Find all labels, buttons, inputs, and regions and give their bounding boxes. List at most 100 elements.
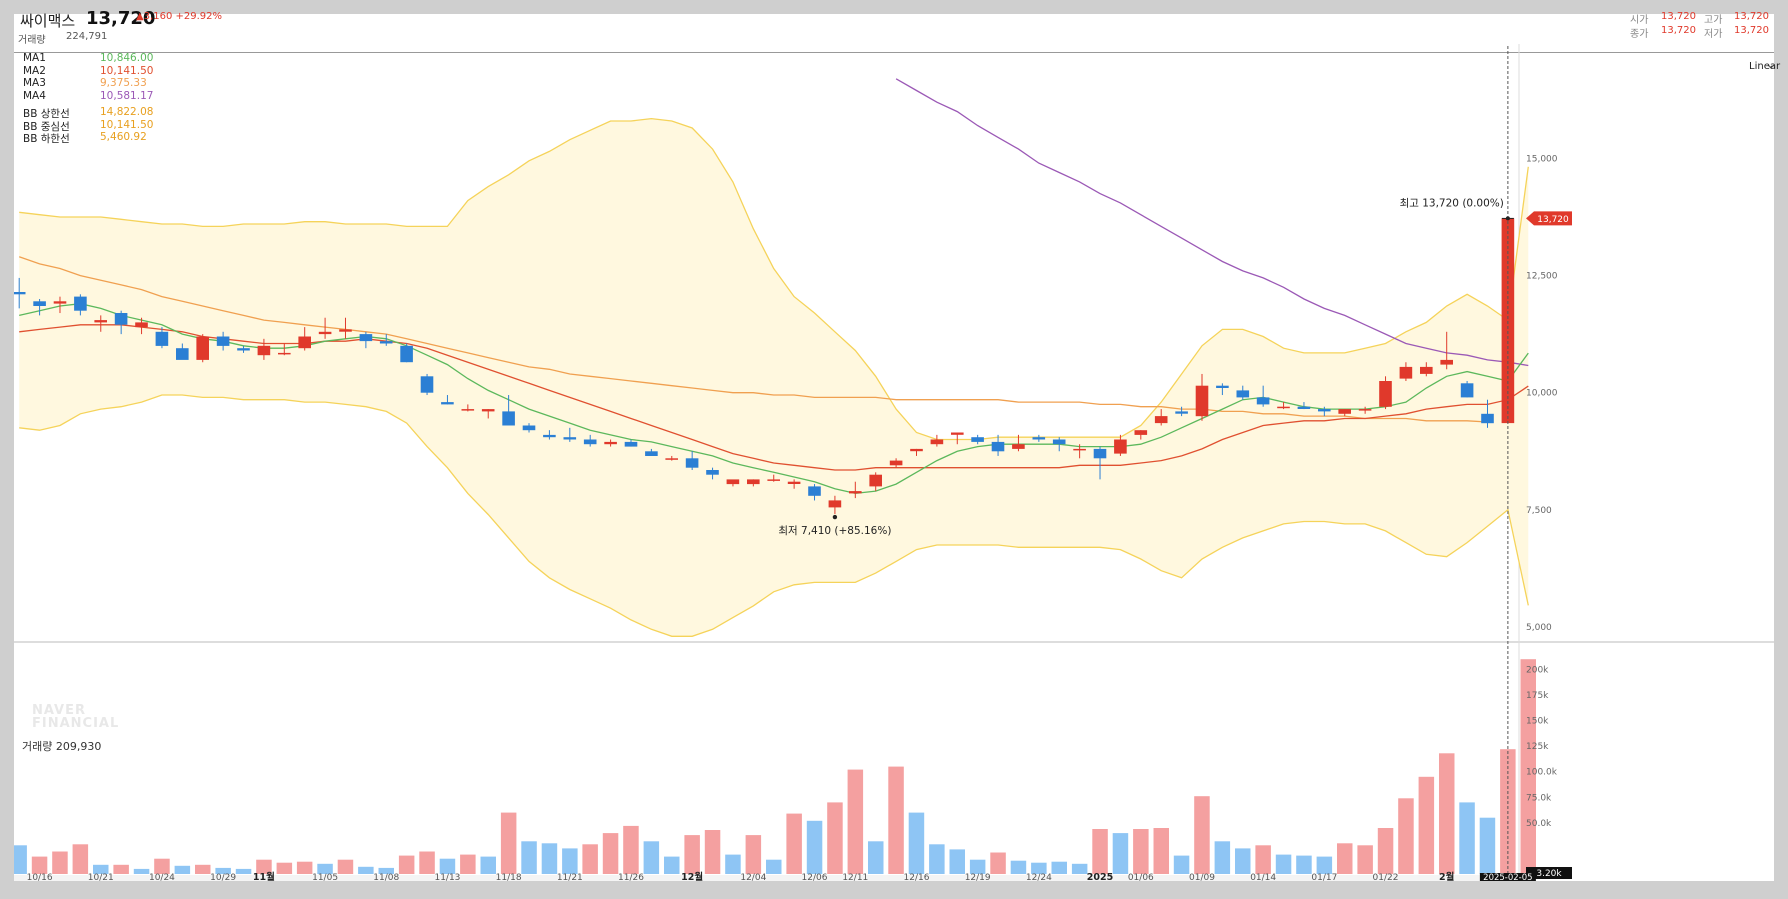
open-value: 13,720 — [1661, 11, 1696, 22]
volume-bar — [949, 849, 965, 874]
candle-body — [828, 500, 842, 508]
candle-body — [1195, 385, 1209, 417]
volume-bar — [1031, 862, 1047, 874]
legend-value: 10,141.50 — [100, 118, 154, 131]
candle-body — [1420, 366, 1433, 374]
low-label: 저가 — [1704, 29, 1723, 40]
x-tick-label: 01/09 — [1189, 873, 1215, 881]
x-tick-label: 10/21 — [88, 873, 114, 881]
volume-bar — [1479, 817, 1496, 874]
candle-body — [645, 451, 658, 456]
low-annotation: 최저 7,410 (+85.16%) — [778, 525, 891, 537]
volume-bar — [725, 854, 741, 874]
volume-bar — [317, 863, 333, 874]
low-value: 13,720 — [1734, 25, 1769, 36]
volume-value: 224,791 — [66, 31, 108, 42]
volume-bar — [460, 854, 476, 874]
legend-name: BB 상한선 — [23, 108, 70, 120]
quote-header: 싸이맥스 13,720 ▲3,160 +29.92% 거래량 224,791 시… — [14, 8, 1774, 53]
candle-body — [1501, 218, 1515, 424]
x-tick-label: 01/14 — [1250, 873, 1276, 881]
candle-body — [1012, 444, 1025, 449]
watermark-line1: NAVER — [32, 703, 87, 718]
candle-body — [1481, 413, 1494, 424]
date-tag-text: 2025-02-05 — [1483, 873, 1532, 881]
price-tick-label: 10,000 — [1526, 389, 1558, 399]
legend-name: MA2 — [23, 64, 46, 77]
candle-body — [889, 460, 903, 466]
candle-body — [1399, 366, 1413, 379]
candle-body — [951, 432, 964, 435]
candle-body — [767, 479, 780, 481]
volume-bar — [419, 851, 435, 874]
x-tick-label: 2월 — [1439, 871, 1454, 881]
volume-bar — [500, 812, 517, 874]
candle-body — [930, 439, 944, 445]
high-value: 13,720 — [1734, 11, 1769, 22]
x-tick-label: 12/11 — [842, 873, 868, 881]
legend-name: MA1 — [23, 52, 46, 64]
volume-bar — [93, 864, 109, 874]
volume-bar — [276, 862, 293, 874]
volume-bar — [1377, 828, 1394, 874]
volume-bar — [1316, 856, 1333, 874]
volume-bar — [14, 845, 27, 874]
candle-body — [461, 409, 475, 411]
x-tick-label: 11월 — [253, 871, 275, 881]
candle-body — [502, 411, 515, 426]
volume-bar — [1337, 843, 1353, 874]
volume-bar — [439, 858, 456, 874]
candle-body — [94, 320, 107, 323]
candle-body — [278, 352, 291, 355]
volume-bar — [806, 820, 823, 874]
volume-bar — [868, 841, 884, 874]
volume-bar — [1010, 860, 1027, 874]
candle-body — [1154, 416, 1168, 424]
candle-body — [1358, 409, 1372, 411]
legend-value: 9,375.33 — [100, 77, 147, 89]
volume-bar — [664, 856, 680, 874]
volume-tag-box — [1526, 867, 1572, 879]
naver-financial-watermark: NAVER FINANCIAL — [32, 704, 119, 730]
candle-body — [359, 334, 373, 342]
candle-body — [53, 301, 67, 304]
x-tick-label: 10/24 — [149, 873, 175, 881]
x-tick-label: 11/26 — [618, 873, 644, 881]
candle-body — [563, 437, 577, 440]
volume-bar — [1357, 845, 1373, 874]
volume-bar — [31, 856, 48, 874]
x-tick-label: 12/19 — [965, 873, 991, 881]
candle-body — [74, 296, 87, 311]
date-tag-box — [1479, 873, 1536, 881]
candle-body — [1114, 439, 1127, 454]
candle-body — [849, 491, 862, 494]
candle-body — [1379, 381, 1392, 407]
volume-bar — [908, 812, 925, 874]
volume-bar — [1092, 829, 1108, 874]
candle-body — [583, 439, 597, 445]
candle-body — [685, 458, 699, 468]
chevron-down-icon — [1767, 64, 1774, 69]
candle-body — [1032, 437, 1046, 440]
high-label: 고가 — [1704, 15, 1723, 26]
close-value: 13,720 — [1661, 25, 1696, 36]
volume-bar — [1051, 861, 1067, 874]
current-price-text: 13,720 — [1537, 215, 1569, 225]
price-chart[interactable]: 5,000 7,500 10,000 12,500 15,000 50.0k 75.0k 10… — [14, 14, 1774, 881]
volume-bar — [113, 864, 129, 874]
x-tick-label: 12/16 — [904, 873, 930, 881]
price-tick-label: 15,000 — [1526, 154, 1558, 164]
volume-bar — [827, 802, 843, 874]
stock-name: 싸이맥스 — [20, 12, 76, 30]
volume-bar — [1520, 659, 1536, 874]
candle-body — [624, 441, 638, 447]
candle-body — [420, 376, 434, 393]
candle-body — [1256, 397, 1270, 405]
x-tick-label: 12/04 — [740, 873, 766, 881]
volume-tag-text: 3.20k — [1536, 869, 1562, 879]
volume-bar — [1235, 848, 1251, 874]
scale-toggle-button[interactable]: Linear — [1749, 61, 1781, 72]
volume-bar — [541, 843, 558, 874]
candle-body — [318, 331, 332, 335]
candle-body — [1338, 409, 1351, 414]
